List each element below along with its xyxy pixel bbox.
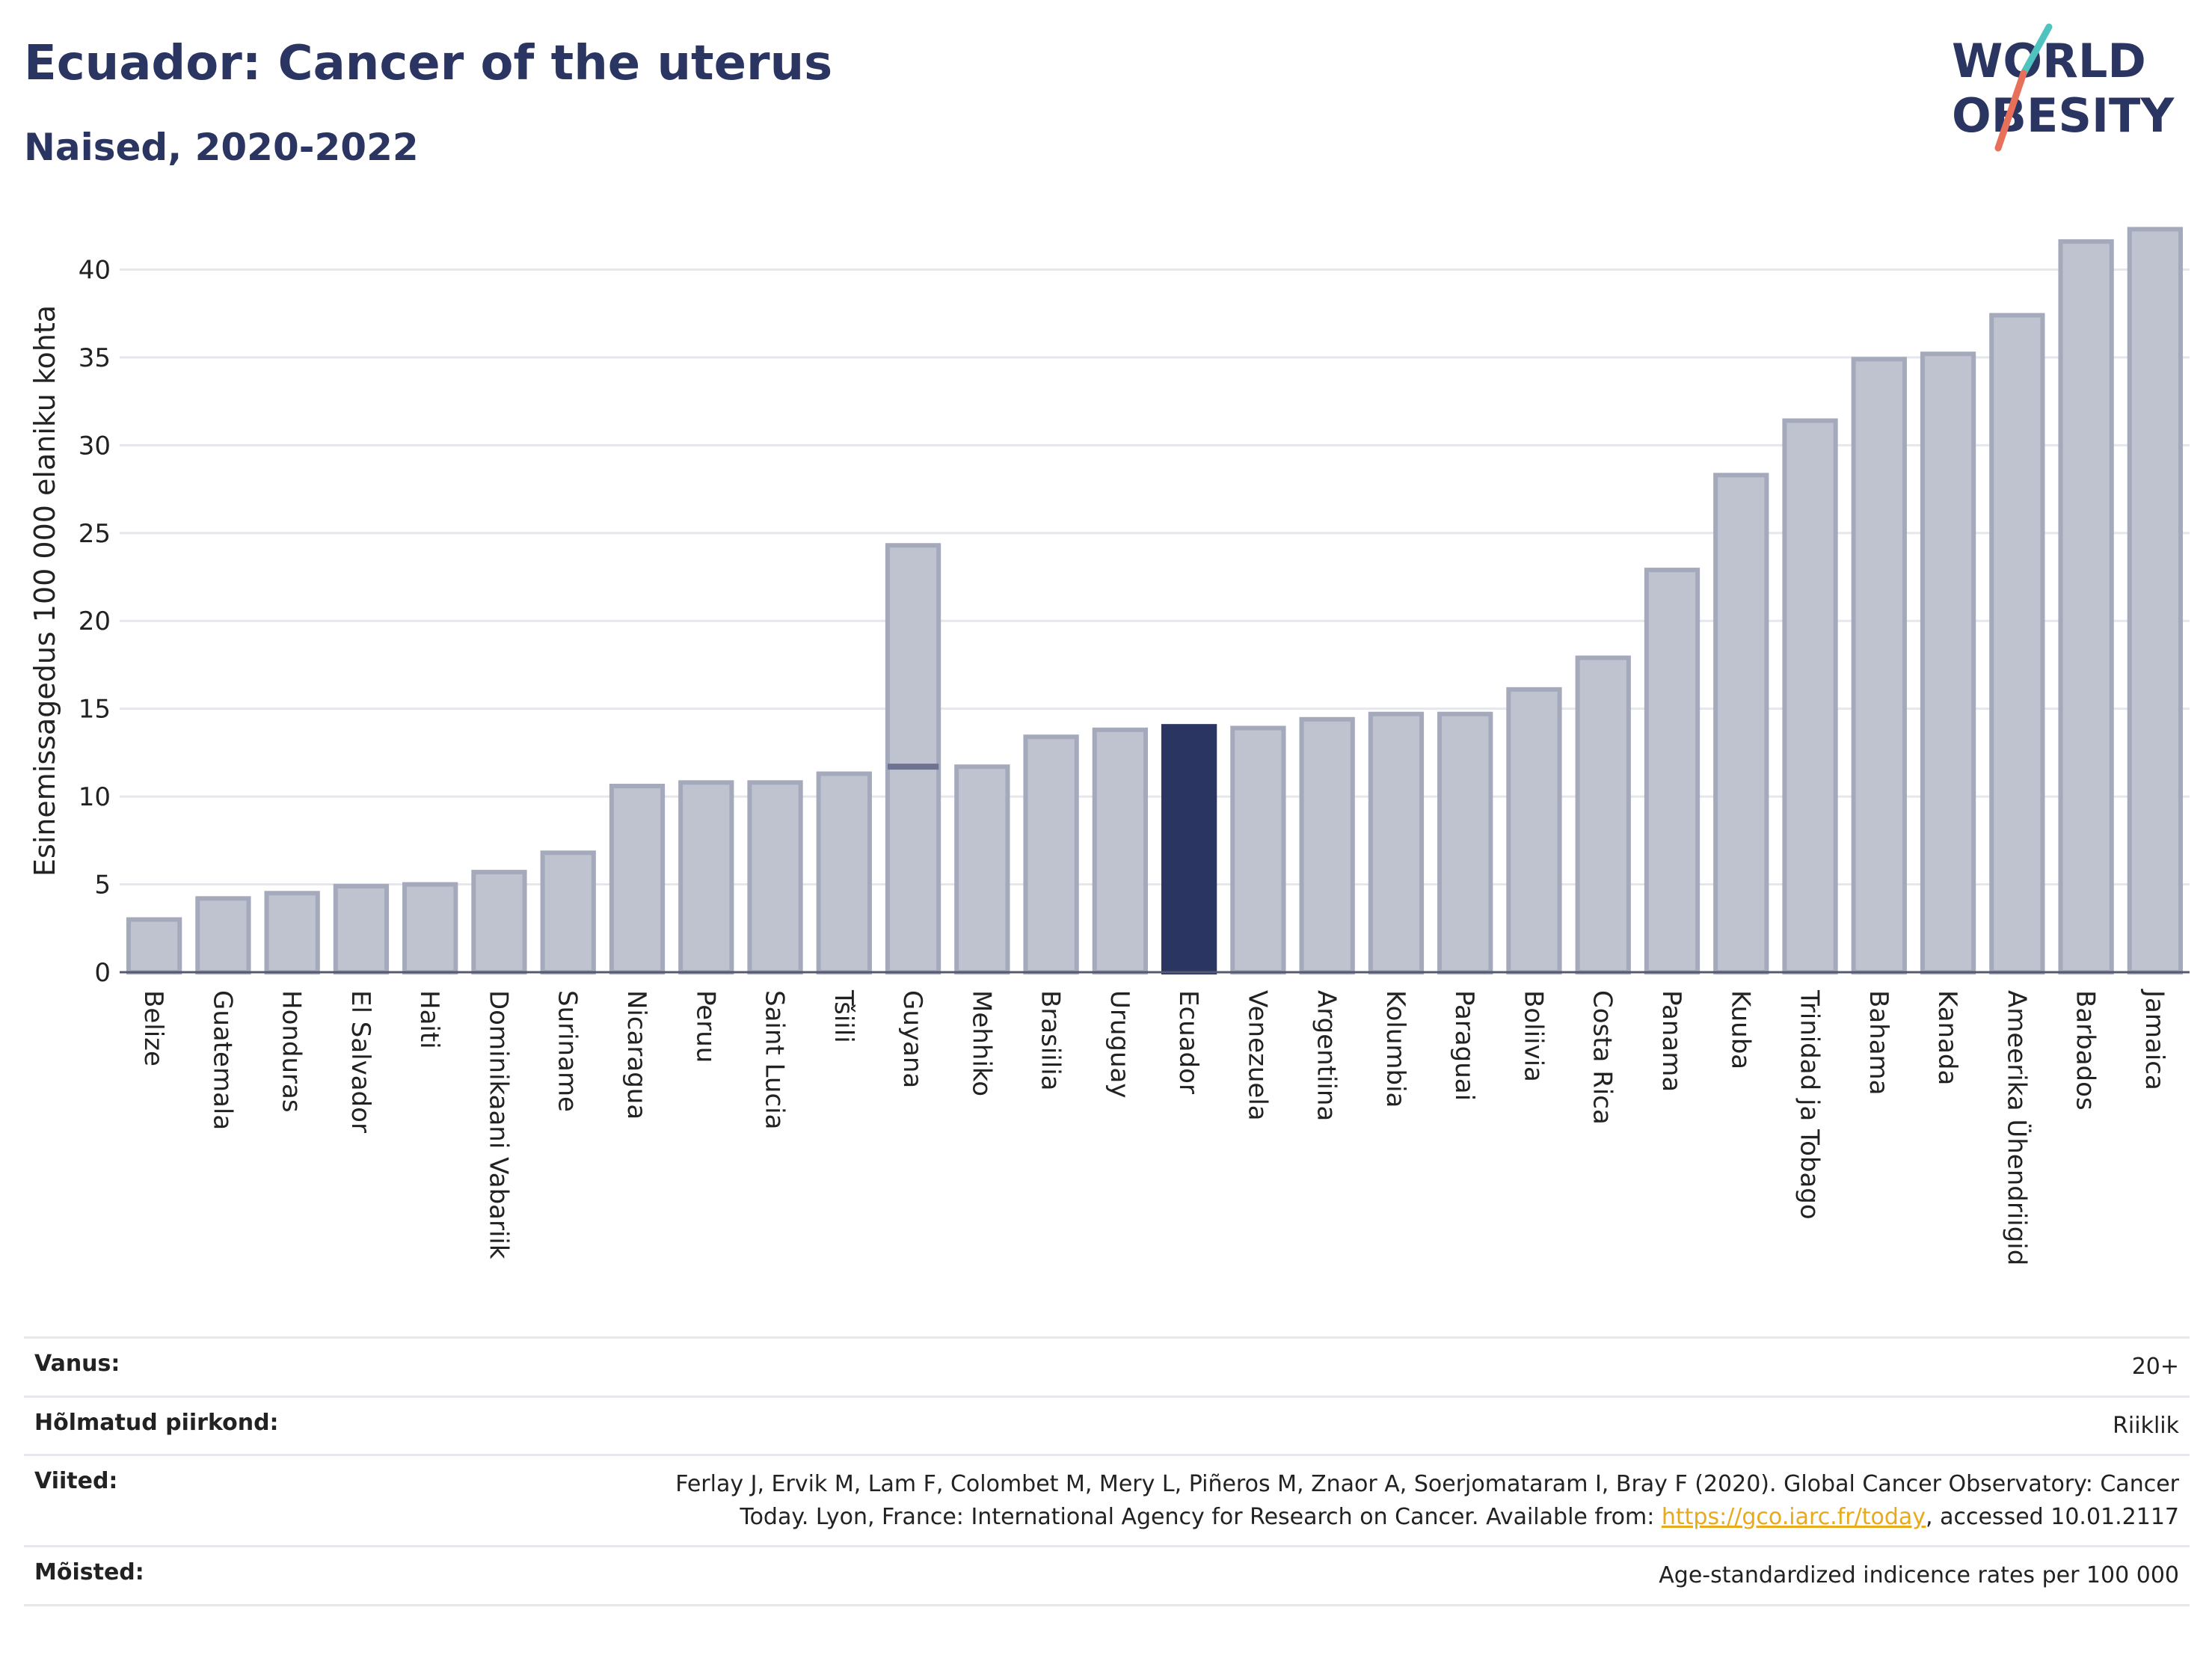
x-tick-label: Belize xyxy=(138,990,168,1066)
x-tick-label: Barbados xyxy=(2071,990,2101,1111)
bar xyxy=(1782,418,1838,974)
bar xyxy=(333,883,390,975)
world-obesity-logo: WORLD OBESITY xyxy=(1952,23,2175,152)
chart-subtitle: Naised, 2020-2022 xyxy=(24,126,419,169)
x-tick-label: Brasiilia xyxy=(1036,990,1066,1090)
x-tick-label: Trinidad ja Tobago xyxy=(1795,989,1825,1220)
x-tick-label: Argentiina xyxy=(1312,990,1342,1121)
meta-value: 20+ xyxy=(2131,1354,2179,1380)
x-tick-label: Kanada xyxy=(1932,990,1962,1085)
x-tick-label: Kuuba xyxy=(1725,990,1755,1069)
meta-row-age: Vanus: 20+ xyxy=(24,1336,2190,1395)
bar xyxy=(954,764,1010,974)
x-tick-label: Dominikaani Vabariik xyxy=(483,990,513,1259)
bar xyxy=(1299,716,1355,974)
bar xyxy=(678,780,734,974)
meta-value: Riiklik xyxy=(2113,1412,2179,1439)
x-tick-label: Jamaica xyxy=(2139,989,2169,1090)
y-axis-label: Esinemissagedus 100 000 elaniku kohta xyxy=(28,304,61,877)
x-tick-label: El Salvador xyxy=(345,990,375,1133)
meta-row-definitions: Mõisted: Age-standardized indicence rate… xyxy=(24,1545,2190,1606)
x-tick-label: Paraguai xyxy=(1449,990,1479,1101)
bar xyxy=(1575,655,1631,975)
x-tick-label: Venezuela xyxy=(1242,990,1272,1121)
reference-text-end: , accessed 10.01.2117 xyxy=(1926,1503,2179,1530)
meta-key: Hõlmatud piirkond: xyxy=(34,1409,279,1436)
bar xyxy=(264,891,320,975)
bar xyxy=(1989,313,2045,974)
x-tick-label: Panama xyxy=(1656,990,1686,1092)
axes: 0 5 10 15 20 25 30 35 40 Belize Guatemala Honduras E… xyxy=(79,255,2190,1265)
y-tick-label: 40 xyxy=(79,255,111,285)
bar-chart: 0 5 10 15 20 25 30 35 40 Belize Guatemala Honduras E… xyxy=(79,227,2190,1265)
bar xyxy=(1023,734,1079,974)
bar xyxy=(816,771,872,975)
metadata-table: Vanus: 20+ Hõlmatud piirkond: Riiklik Vi… xyxy=(24,1336,2190,1606)
bar-highlight xyxy=(1161,724,1217,974)
logo-word-1: WORLD xyxy=(1952,34,2146,88)
x-tick-label: Mehhiko xyxy=(966,990,996,1096)
x-tick-label: Costa Rica xyxy=(1588,990,1617,1125)
reference-text: Ferlay J, Ervik M, Lam F, Colombet M, Me… xyxy=(675,1471,2179,1530)
chart-title: Ecuador: Cancer of the uterus xyxy=(24,36,833,91)
bar xyxy=(1092,727,1149,974)
logo-word-2: OBESITY xyxy=(1952,88,2175,143)
meta-row-references: Viited: Ferlay J, Ervik M, Lam F, Colomb… xyxy=(24,1454,2190,1545)
x-tick-label: Peruu xyxy=(690,990,720,1063)
bar xyxy=(1368,711,1425,975)
x-tick-label: Haiti xyxy=(414,990,444,1049)
x-tick-label: Bahama xyxy=(1864,990,1893,1096)
bar xyxy=(471,870,527,975)
x-tick-label: Boliivia xyxy=(1518,990,1548,1082)
x-tick-label: Kolumbia xyxy=(1380,990,1410,1108)
x-tick-label: Saint Lucia xyxy=(760,990,790,1129)
grid-lines xyxy=(120,268,2190,886)
x-tick-label: Ameerika Ühendriigid xyxy=(2001,990,2032,1265)
y-tick-label: 15 xyxy=(79,695,111,725)
bar xyxy=(1437,711,1493,975)
bar xyxy=(540,850,596,974)
bar xyxy=(402,882,458,974)
x-tick-label: Tšiili xyxy=(829,989,858,1043)
meta-value: Ferlay J, Ervik M, Lam F, Colombet M, Me… xyxy=(609,1468,2179,1533)
x-tick-label: Ecuador xyxy=(1173,990,1203,1094)
bar xyxy=(1851,357,1907,975)
meta-key: Viited: xyxy=(34,1468,118,1494)
y-tick-label: 5 xyxy=(94,871,111,900)
reference-link[interactable]: https://gco.iarc.fr/today xyxy=(1661,1503,1926,1530)
y-tick-label: 0 xyxy=(94,958,111,988)
y-tick-label: 30 xyxy=(79,431,111,461)
y-tick-label: 35 xyxy=(79,343,111,373)
bar xyxy=(609,784,666,975)
y-tick-label: 20 xyxy=(79,607,111,636)
y-tick-label: 25 xyxy=(79,519,111,549)
bar xyxy=(1920,351,1976,974)
bar xyxy=(195,896,251,975)
bar xyxy=(885,543,941,974)
bars xyxy=(126,227,2184,975)
bar xyxy=(1713,473,1769,974)
y-tick-label: 10 xyxy=(79,782,111,812)
bar xyxy=(1644,568,1701,974)
bar xyxy=(1506,687,1562,974)
meta-row-coverage: Hõlmatud piirkond: Riiklik xyxy=(24,1395,2190,1455)
meta-key: Vanus: xyxy=(34,1351,120,1377)
x-tick-label: Nicaragua xyxy=(621,990,651,1120)
bar xyxy=(747,780,803,974)
x-tick-label: Guyana xyxy=(897,990,927,1088)
x-tick-label: Guatemala xyxy=(207,990,237,1130)
x-tick-label: Honduras xyxy=(277,990,307,1113)
bar xyxy=(2058,239,2114,974)
bar xyxy=(1230,725,1286,975)
bar xyxy=(2127,227,2184,975)
x-tick-label: Suriname xyxy=(553,990,583,1112)
meta-key: Mõisted: xyxy=(34,1559,144,1585)
bar xyxy=(126,917,182,975)
x-tick-label: Uruguay xyxy=(1105,990,1134,1099)
meta-value: Age-standardized indicence rates per 100… xyxy=(1659,1562,2179,1588)
